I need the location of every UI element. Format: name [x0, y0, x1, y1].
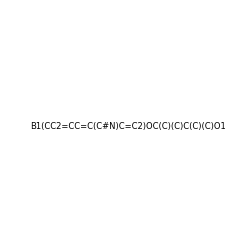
Text: B1(CC2=CC=C(C#N)C=C2)OC(C)(C)C(C)(C)O1: B1(CC2=CC=C(C#N)C=C2)OC(C)(C)C(C)(C)O1	[30, 122, 226, 131]
